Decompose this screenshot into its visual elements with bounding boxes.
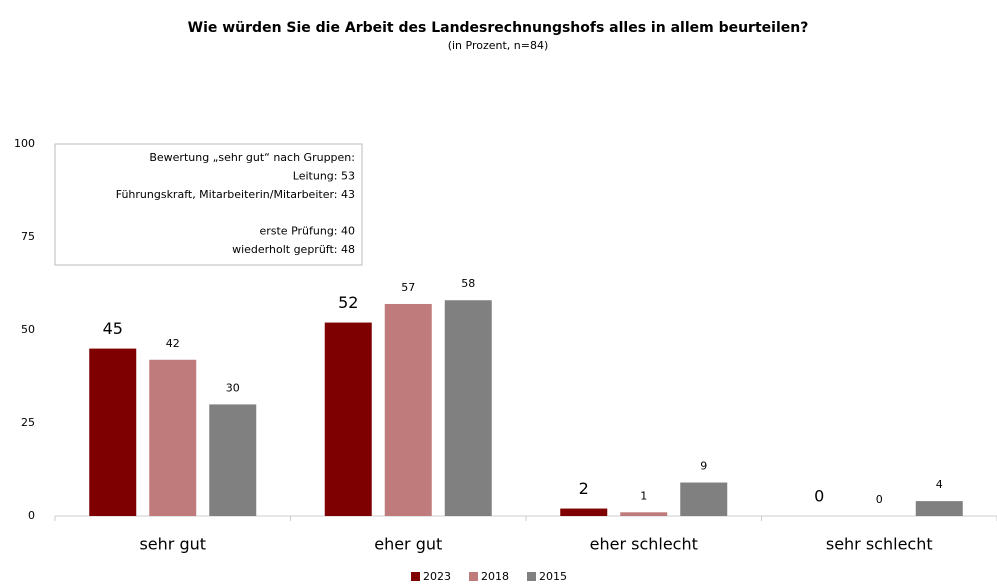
- bar: [384, 303, 432, 516]
- bar: [444, 300, 492, 516]
- value-label: 4: [936, 478, 943, 491]
- y-tick-label: 50: [21, 323, 35, 336]
- value-label: 0: [876, 493, 883, 506]
- value-label: 45: [103, 319, 123, 338]
- legend-swatch: [527, 572, 536, 581]
- value-label: 42: [166, 337, 180, 350]
- legend-label: 2018: [481, 570, 509, 583]
- annotation-text: Bewertung „sehr gut“ nach Gruppen:: [149, 151, 355, 164]
- annotation-box: [54, 143, 363, 266]
- bar: [915, 501, 963, 516]
- legend-swatch: [469, 572, 478, 581]
- bar: [560, 508, 608, 516]
- chart-subtitle: (in Prozent, n=84): [448, 39, 549, 52]
- x-tick-label: sehr schlecht: [826, 535, 933, 554]
- bar: [149, 359, 197, 516]
- y-tick-label: 100: [14, 137, 35, 150]
- y-tick-label: 25: [21, 416, 35, 429]
- value-label: 30: [226, 381, 240, 394]
- annotation-text: wiederholt geprüft: 48: [232, 243, 355, 256]
- chart-title: Wie würden Sie die Arbeit des Landesrech…: [188, 20, 809, 36]
- annotation-text: Führungskraft, Mitarbeiterin/Mitarbeiter…: [116, 188, 355, 201]
- legend-swatch: [411, 572, 420, 581]
- bar: [324, 322, 372, 516]
- legend-label: 2023: [423, 570, 451, 583]
- value-label: 2: [579, 479, 589, 498]
- bar: [209, 404, 257, 516]
- value-label: 52: [338, 293, 358, 312]
- value-label: 9: [700, 460, 707, 473]
- value-label: 0: [814, 487, 824, 506]
- x-tick-label: sehr gut: [139, 535, 206, 554]
- bar: [89, 348, 137, 516]
- x-tick-label: eher schlecht: [590, 535, 698, 554]
- y-tick-label: 75: [21, 230, 35, 243]
- value-label: 1: [640, 489, 647, 502]
- annotation-text: erste Prüfung: 40: [259, 225, 355, 238]
- x-tick-label: eher gut: [374, 535, 442, 554]
- bar: [680, 482, 728, 516]
- legend-label: 2015: [539, 570, 567, 583]
- bar: [620, 512, 668, 516]
- value-label: 58: [461, 277, 475, 290]
- annotation-text: Leitung: 53: [293, 170, 355, 183]
- y-tick-label: 0: [28, 509, 35, 522]
- value-label: 57: [401, 281, 415, 294]
